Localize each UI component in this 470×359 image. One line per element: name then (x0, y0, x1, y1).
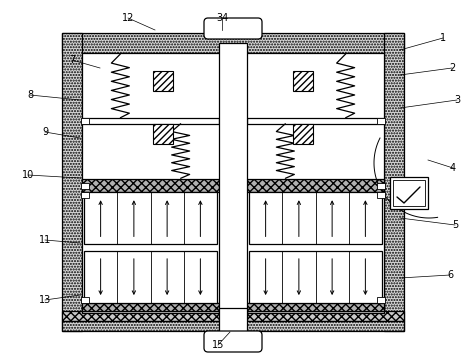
Bar (247, 303, 384, 311)
Bar (219, 308, 247, 335)
Bar (384, 33, 404, 331)
Bar (82, 303, 219, 313)
Bar (393, 180, 425, 206)
Text: 13: 13 (39, 295, 51, 305)
Bar (81, 118, 89, 124)
Bar (377, 183, 385, 189)
Bar (293, 124, 313, 144)
Bar (84, 251, 217, 303)
Bar (81, 183, 89, 189)
Bar (82, 303, 219, 311)
Text: 7: 7 (69, 55, 75, 65)
Bar (62, 33, 82, 331)
Bar (153, 124, 173, 144)
FancyBboxPatch shape (204, 331, 262, 352)
Bar (153, 71, 173, 91)
Text: 1: 1 (440, 33, 446, 43)
Text: 2: 2 (449, 63, 455, 73)
Bar (82, 118, 219, 124)
Text: 11: 11 (39, 235, 51, 245)
Text: 4: 4 (450, 163, 456, 173)
Text: 12: 12 (122, 13, 134, 23)
Bar (247, 179, 384, 192)
Bar (82, 53, 384, 311)
Bar (219, 43, 247, 321)
Text: 34: 34 (216, 13, 228, 23)
Bar (390, 177, 428, 209)
Bar (82, 179, 219, 192)
Bar (81, 297, 89, 303)
Text: 15: 15 (212, 340, 224, 350)
Bar (84, 192, 217, 244)
Text: 5: 5 (452, 220, 458, 230)
Bar (62, 321, 404, 331)
Bar (377, 118, 385, 124)
Bar (62, 311, 404, 321)
Text: 10: 10 (22, 170, 34, 180)
Bar (247, 118, 384, 124)
FancyBboxPatch shape (204, 18, 262, 39)
Text: 9: 9 (42, 127, 48, 137)
Bar (81, 192, 89, 198)
Bar (62, 33, 404, 53)
Bar (249, 251, 382, 303)
Bar (247, 303, 384, 313)
Bar (377, 297, 385, 303)
Text: 8: 8 (27, 90, 33, 100)
Text: 6: 6 (447, 270, 453, 280)
Bar (377, 192, 385, 198)
Text: 3: 3 (454, 95, 460, 105)
Bar (249, 192, 382, 244)
Bar (293, 71, 313, 91)
